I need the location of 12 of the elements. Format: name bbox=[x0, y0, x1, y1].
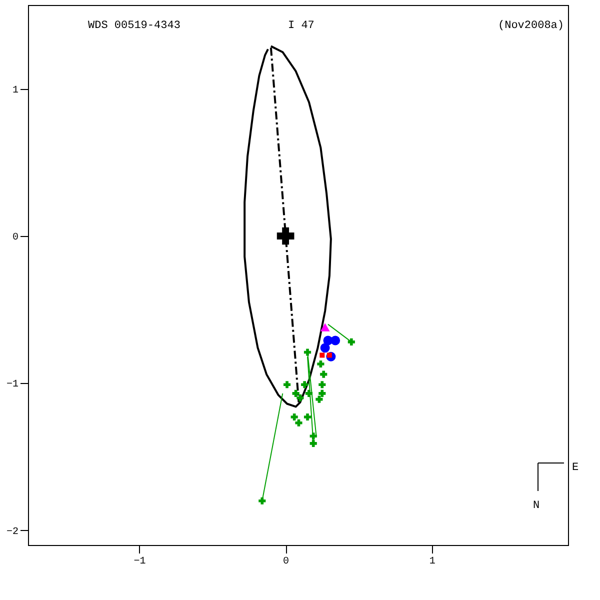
x-tick-label: 1 bbox=[429, 556, 436, 568]
y-tick-label: 1 bbox=[12, 85, 18, 96]
text: E bbox=[572, 462, 579, 474]
annotation: (Nov2008a) bbox=[498, 20, 564, 32]
annotation: I 47 bbox=[288, 20, 314, 32]
y-tick-label: −1 bbox=[6, 380, 18, 391]
annotation: WDS 00519-4343 bbox=[88, 20, 180, 32]
x-tick-label: 0 bbox=[283, 556, 290, 568]
y-tick-label: −2 bbox=[6, 526, 18, 538]
annotation: N bbox=[533, 500, 540, 512]
x-tick-label: −1 bbox=[134, 556, 146, 568]
y-tick-label: 0 bbox=[12, 232, 18, 244]
